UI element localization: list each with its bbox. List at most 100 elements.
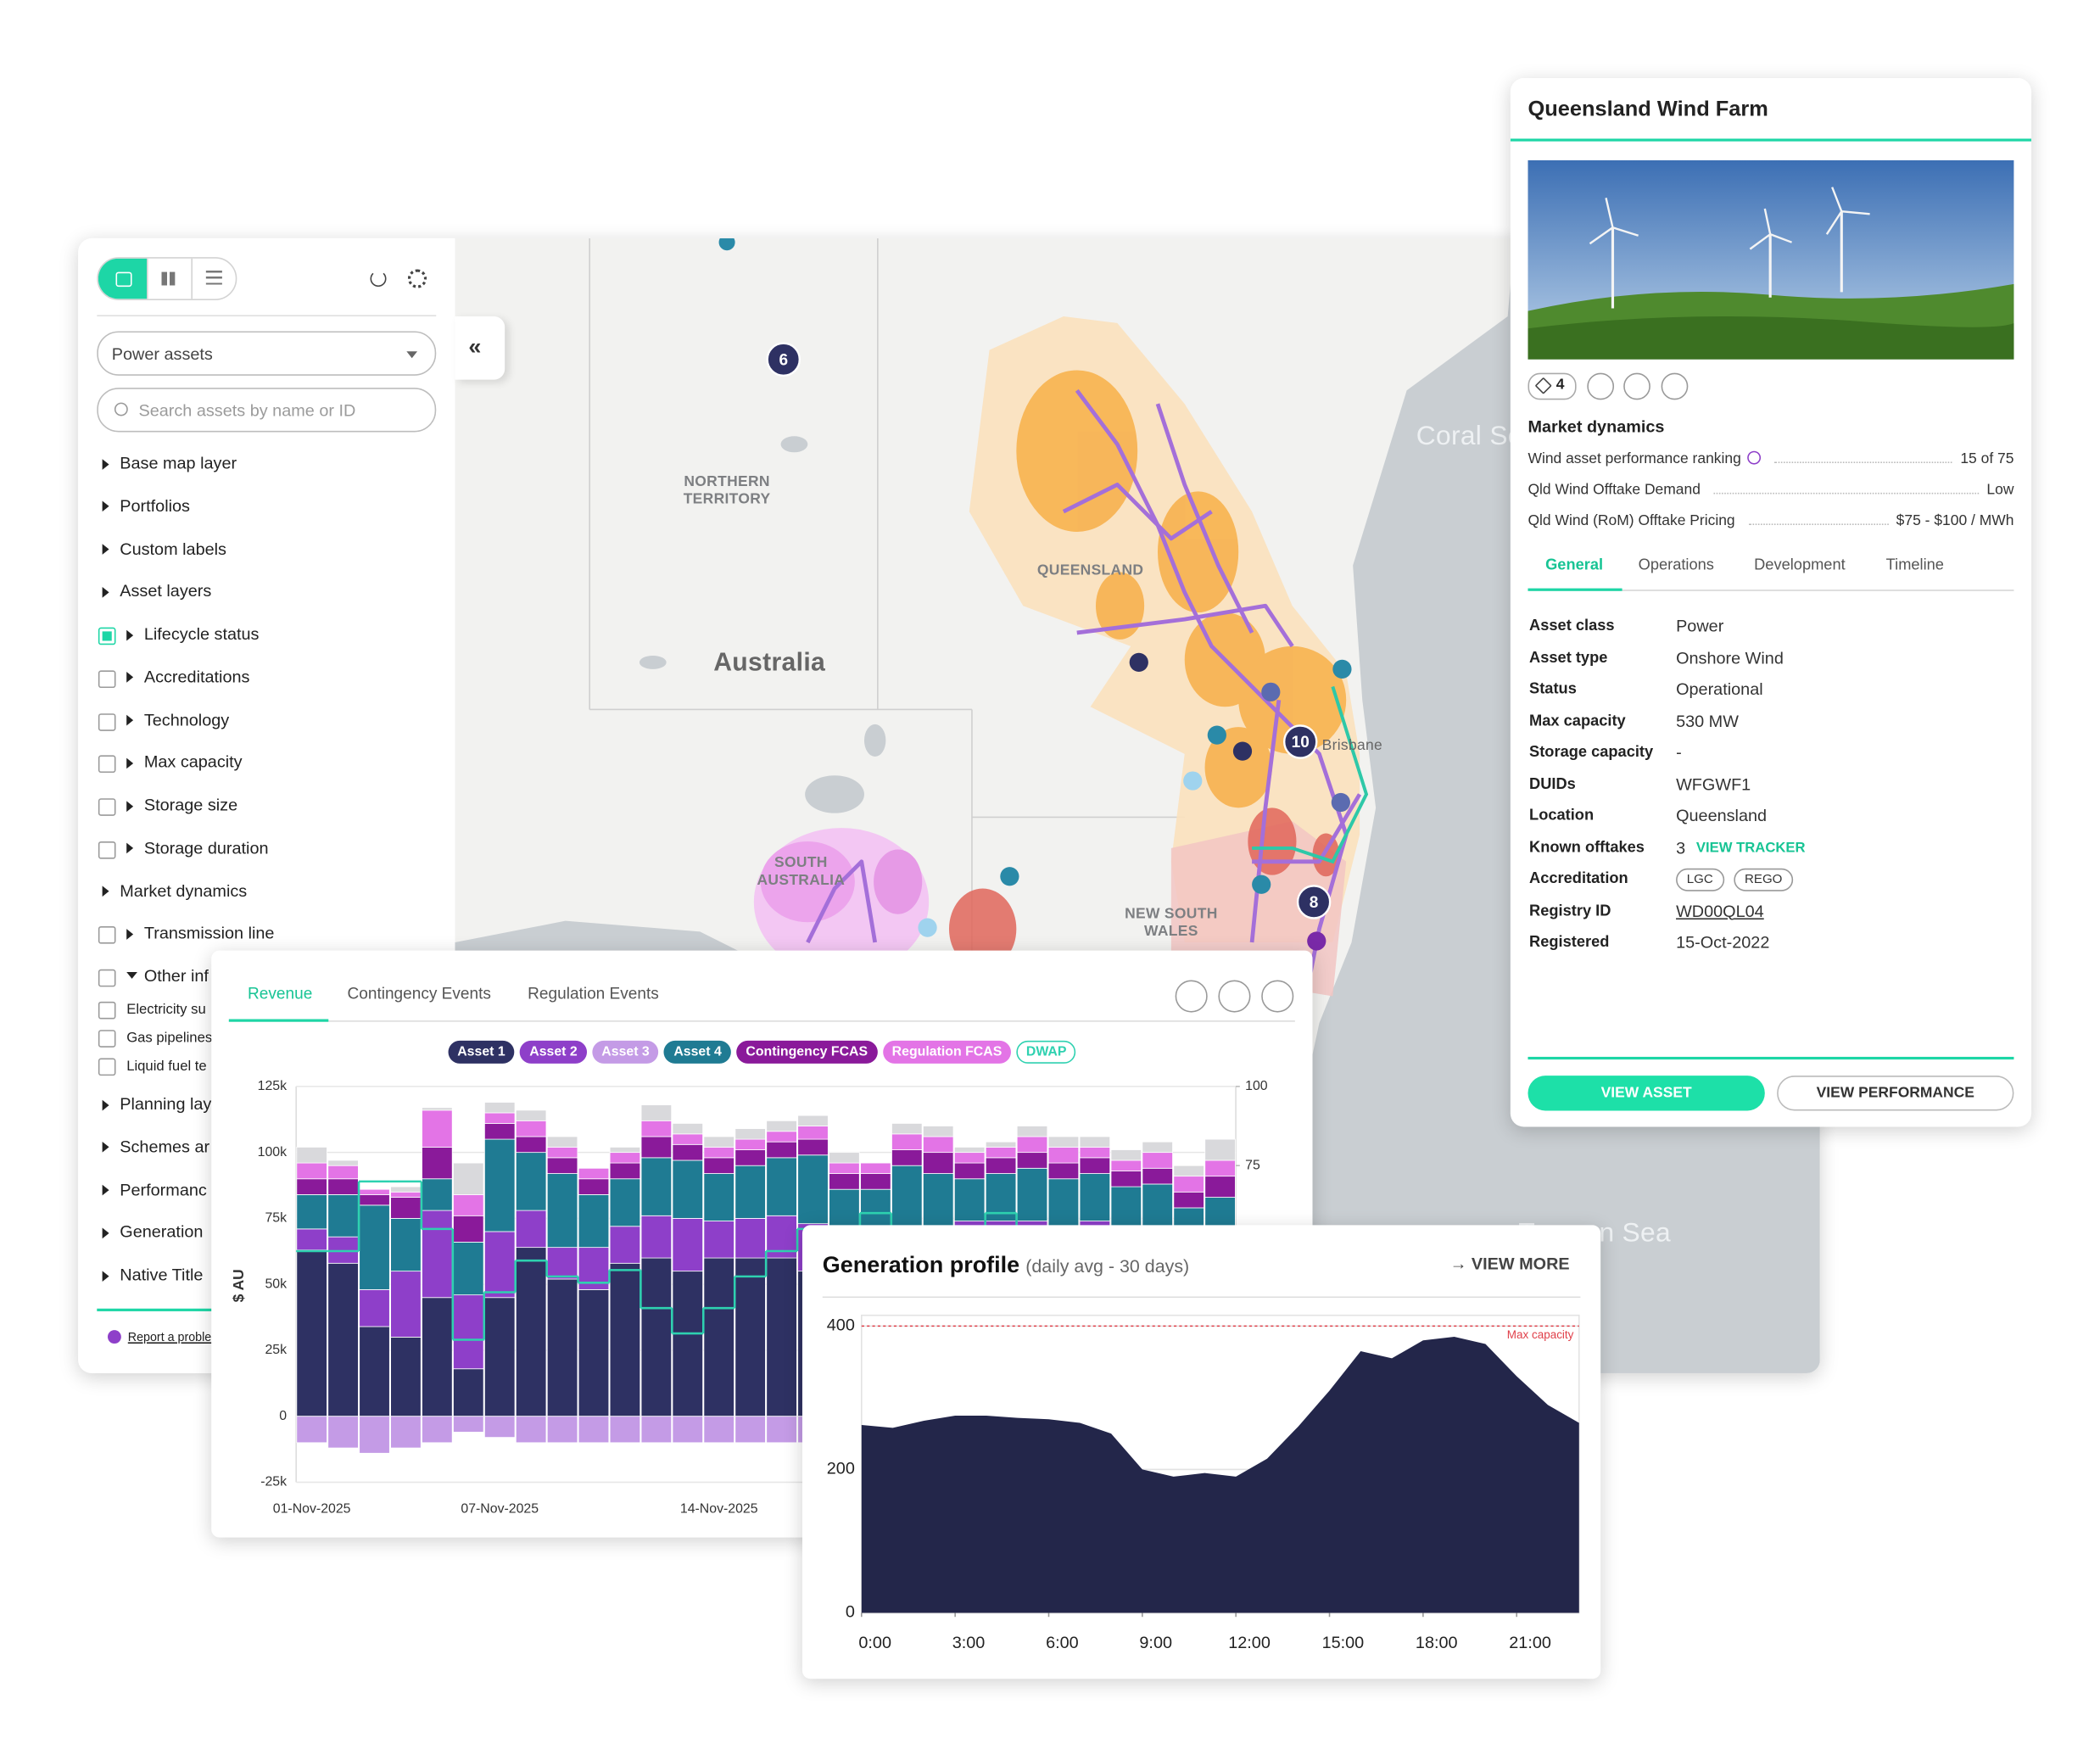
filter-label[interactable]: Lifecycle status <box>143 624 260 644</box>
expand-caret[interactable] <box>102 500 109 512</box>
filter-label[interactable]: Storage size <box>143 796 238 815</box>
bookmark-button[interactable] <box>1587 372 1615 400</box>
reset-button[interactable] <box>1261 980 1294 1013</box>
asset-select[interactable]: Power assets <box>97 331 437 376</box>
filter-label[interactable]: Storage duration <box>143 838 269 858</box>
view-more-link[interactable]: → VIEW MORE <box>1450 1254 1570 1273</box>
expand-caret[interactable] <box>126 928 134 940</box>
checkbox[interactable] <box>98 755 116 774</box>
expand-caret[interactable] <box>102 1142 109 1154</box>
expand-caret[interactable] <box>126 842 134 854</box>
checkbox[interactable] <box>98 1030 116 1048</box>
view-more-text: VIEW MORE <box>1471 1254 1570 1274</box>
checkbox[interactable] <box>98 969 116 987</box>
asset-pins[interactable] <box>718 237 1352 951</box>
divider <box>822 1296 1581 1299</box>
bar-segment <box>296 1162 327 1180</box>
filter-label[interactable]: Transmission line <box>143 924 275 943</box>
legend-item[interactable]: Asset 3 <box>592 1040 659 1064</box>
bar-segment <box>766 1257 797 1417</box>
expand-caret[interactable] <box>102 1270 109 1282</box>
filter-label[interactable]: Generation <box>120 1222 204 1242</box>
tab[interactable]: General <box>1545 557 1604 574</box>
legend-item[interactable]: Contingency FCAS <box>736 1040 878 1064</box>
filter-label[interactable]: Portfolios <box>120 496 190 516</box>
expand-caret[interactable] <box>102 1227 109 1238</box>
checkbox[interactable] <box>98 1058 116 1076</box>
view-asset-button[interactable]: VIEW ASSET <box>1528 1076 1765 1111</box>
checkbox[interactable] <box>98 1001 116 1020</box>
filter-label[interactable]: Schemes ar <box>120 1137 210 1157</box>
tracker-link[interactable]: VIEW TRACKER <box>1695 839 1806 856</box>
tab[interactable]: Contingency Events <box>347 984 491 1003</box>
expand-caret[interactable] <box>102 458 109 470</box>
expand-caret[interactable] <box>126 800 134 812</box>
legend-item[interactable]: Regulation FCAS <box>882 1040 1012 1064</box>
cluster-marker[interactable] <box>1296 885 1332 919</box>
legend-item[interactable]: Asset 4 <box>664 1040 731 1064</box>
view-toggle[interactable] <box>97 257 237 300</box>
expand-caret[interactable] <box>102 886 109 897</box>
filter-label[interactable]: Gas pipelines <box>126 1030 213 1047</box>
divider <box>97 1308 213 1311</box>
tab[interactable]: Development <box>1754 557 1846 574</box>
x-tick-label: 6:00 <box>1046 1634 1079 1652</box>
tag-pill[interactable]: 4 <box>1528 372 1577 400</box>
map-view-button[interactable] <box>98 258 148 299</box>
legend-item[interactable]: Asset 2 <box>520 1040 587 1064</box>
filter-label[interactable]: Native Title <box>120 1265 204 1285</box>
expand-caret[interactable] <box>126 672 134 684</box>
checkbox[interactable] <box>98 627 116 645</box>
filter-label[interactable]: Asset layers <box>120 582 212 601</box>
view-performance-button[interactable]: VIEW PERFORMANCE <box>1777 1076 2014 1111</box>
cluster-marker[interactable] <box>1282 724 1318 759</box>
filter-label[interactable]: Market dynamics <box>120 880 248 901</box>
checkbox[interactable] <box>98 670 116 688</box>
expand-caret[interactable] <box>126 757 134 768</box>
filter-label[interactable]: Custom labels <box>120 539 226 558</box>
y-tick-label: 0 <box>279 1409 287 1423</box>
filter-label[interactable]: Accreditations <box>143 667 250 687</box>
download-button[interactable] <box>1623 372 1650 400</box>
expand-caret[interactable] <box>126 629 134 640</box>
image-button[interactable] <box>1218 980 1251 1013</box>
legend-item[interactable]: DWAP <box>1016 1040 1076 1064</box>
expand-caret[interactable] <box>102 1184 109 1196</box>
settings-button[interactable] <box>407 269 427 288</box>
csv-button[interactable] <box>1175 980 1208 1013</box>
filter-label[interactable]: Performanc <box>120 1180 207 1199</box>
filter-label[interactable]: Planning lay <box>120 1094 212 1114</box>
reset-button[interactable] <box>370 271 387 288</box>
share-button[interactable] <box>1661 372 1689 400</box>
collapse-button[interactable]: « <box>455 316 505 380</box>
expand-caret[interactable] <box>126 971 137 979</box>
tab[interactable]: Operations <box>1638 557 1714 574</box>
tab[interactable]: Regulation Events <box>528 984 659 1003</box>
checkbox[interactable] <box>98 926 116 945</box>
filter-label[interactable]: Other inf <box>143 966 209 986</box>
filter-label[interactable]: Base map layer <box>120 453 237 473</box>
bar-segment <box>578 1194 610 1249</box>
tab[interactable]: Timeline <box>1885 557 1944 574</box>
expand-caret[interactable] <box>102 1098 109 1110</box>
checkbox[interactable] <box>98 712 116 731</box>
tab[interactable]: Revenue <box>248 984 313 1003</box>
bar-segment <box>640 1120 673 1137</box>
checkbox[interactable] <box>98 841 116 859</box>
divider <box>191 258 193 299</box>
bar-segment <box>390 1191 422 1198</box>
filter-label[interactable]: Technology <box>143 710 230 729</box>
legend-item[interactable]: Asset 1 <box>448 1040 515 1064</box>
expand-caret[interactable] <box>102 544 109 555</box>
expand-caret[interactable] <box>102 586 109 598</box>
bar-segment <box>327 1178 359 1195</box>
expand-caret[interactable] <box>126 714 134 726</box>
filter-label[interactable]: Liquid fuel te <box>126 1058 207 1075</box>
filter-label[interactable]: Max capacity <box>143 752 243 772</box>
filter-label[interactable]: Electricity su <box>126 1001 206 1018</box>
cluster-marker[interactable] <box>766 342 801 377</box>
detail-label: Registry ID <box>1529 902 1611 919</box>
report-link[interactable]: Report a proble <box>127 1330 212 1344</box>
search-box[interactable]: Search assets by name or ID <box>97 388 437 433</box>
checkbox[interactable] <box>98 798 116 816</box>
